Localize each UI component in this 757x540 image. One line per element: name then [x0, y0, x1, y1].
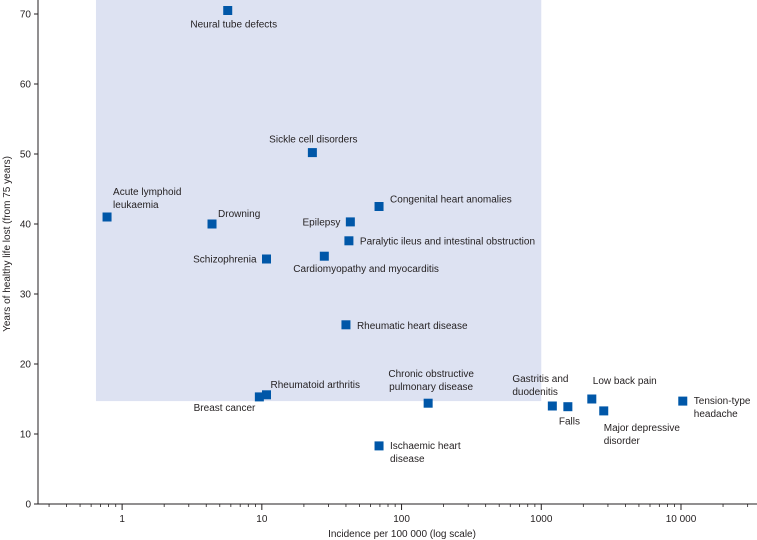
data-label: Ischaemic heart disease [390, 441, 461, 465]
x-tick-label: 1 [119, 514, 125, 525]
data-label-line: Breast cancer [194, 403, 256, 414]
data-point [374, 202, 384, 211]
data-point [319, 251, 329, 261]
data-point [341, 320, 351, 330]
x-tick-label: 1000 [530, 514, 553, 525]
data-point [307, 148, 317, 158]
data-label: Cardiomyopathy and myocarditis [293, 264, 439, 275]
data-label-line: Epilepsy [303, 217, 341, 228]
data-label: Breast cancer [194, 403, 256, 414]
x-tick-label: 10 000 [666, 514, 697, 525]
y-tick-label: 10 [20, 430, 32, 441]
data-point [207, 219, 217, 229]
data-label: Epilepsy [303, 217, 341, 228]
data-label-line: Sickle cell disorders [269, 135, 357, 146]
data-point [262, 254, 272, 264]
data-point [587, 394, 597, 404]
data-label: Major depressive disorder [604, 423, 681, 447]
x-tick-label: 100 [393, 514, 410, 525]
data-label: Sickle cell disorders [269, 135, 357, 146]
data-label-line: Neural tube defects [190, 20, 277, 31]
highlight-region [95, 0, 542, 402]
y-axis: 0 10 20 30 40 50 60 70 [20, 0, 39, 511]
data-point [344, 236, 354, 246]
data-label-line: Acute lymphoid [113, 187, 181, 198]
data-label: Paralytic ileus and intestinal obstructi… [360, 236, 535, 247]
data-point [547, 401, 557, 411]
x-axis: 1 10 100 1000 10 000 [38, 503, 757, 525]
data-label: Rheumatic heart disease [357, 321, 468, 332]
y-tick-label: 0 [25, 500, 31, 511]
data-points [102, 6, 688, 451]
data-label-line: disorder [604, 436, 641, 447]
data-label-line: Paralytic ileus and intestinal obstructi… [360, 236, 535, 247]
x-tick-label: 10 [256, 514, 268, 525]
data-label: Tension-type headache [694, 396, 751, 420]
data-label-line: Falls [559, 417, 580, 428]
y-axis-title: Years of healthy life lost (from 75 year… [2, 156, 13, 332]
data-label-line: Low back pain [593, 376, 657, 387]
data-label-line: pulmonary disease [389, 382, 473, 393]
data-label: Low back pain [593, 376, 657, 387]
data-label-line: disease [390, 454, 425, 465]
data-label: Neural tube defects [190, 20, 277, 31]
data-label: Gastritis and duodenitis [512, 374, 568, 398]
data-label: Drowning [218, 209, 260, 220]
data-label-line: leukaemia [113, 200, 159, 211]
data-point [563, 402, 573, 412]
data-label-line: duodenitis [512, 387, 558, 398]
y-tick-label: 30 [20, 290, 32, 301]
y-tick-label: 20 [20, 360, 32, 371]
data-label-line: Rheumatoid arthritis [271, 380, 360, 391]
data-label-line: Schizophrenia [193, 255, 257, 266]
data-label-line: Drowning [218, 209, 260, 220]
data-label-line: headache [694, 409, 738, 420]
data-label-line: Ischaemic heart [390, 441, 461, 452]
data-label: Congenital heart anomalies [390, 195, 512, 206]
data-label-line: Rheumatic heart disease [357, 321, 468, 332]
data-label-line: Gastritis and [512, 374, 568, 385]
data-label-line: Major depressive [604, 423, 681, 434]
data-point [262, 390, 272, 400]
data-label: Acute lymphoid leukaemia [113, 187, 181, 211]
y-tick-label: 40 [20, 220, 32, 231]
y-tick-label: 70 [20, 10, 32, 21]
data-point [599, 406, 609, 416]
data-label: Falls [559, 417, 580, 428]
data-label-line: Cardiomyopathy and myocarditis [293, 264, 439, 275]
y-tick-label: 50 [20, 150, 32, 161]
data-label-line: Tension-type [694, 396, 751, 407]
data-label: Rheumatoid arthritis [271, 380, 360, 391]
x-axis-title: Incidence per 100 000 (log scale) [328, 529, 476, 540]
data-point [423, 398, 433, 408]
y-tick-label: 60 [20, 80, 32, 91]
data-point [254, 392, 264, 402]
data-labels: Neural tube defects Sickle cell disorders… [113, 20, 751, 465]
data-label-line: Congenital heart anomalies [390, 195, 512, 206]
data-point [102, 212, 112, 222]
data-label: Schizophrenia [193, 255, 257, 266]
data-point [678, 396, 688, 406]
data-point [374, 441, 384, 451]
data-point [345, 217, 355, 227]
data-label: Chronic obstructive pulmonary disease [388, 369, 474, 393]
data-point [223, 6, 233, 15]
data-label-line: Chronic obstructive [388, 369, 474, 380]
